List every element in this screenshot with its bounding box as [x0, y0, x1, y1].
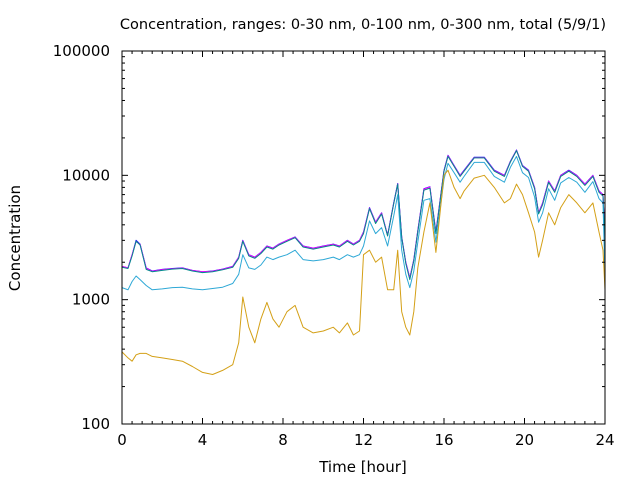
x-tick-label: 0 [117, 431, 127, 449]
x-tick-label: 8 [278, 431, 288, 449]
y-axis-label: Concentration [6, 185, 24, 291]
chart-title: Concentration, ranges: 0-30 nm, 0-100 nm… [120, 17, 606, 33]
x-axis-label: Time [hour] [318, 458, 407, 476]
series-layer [121, 149, 606, 375]
x-tick-label: 12 [354, 431, 373, 449]
y-tick-label: 1000 [72, 291, 110, 309]
axis-ticks: 0 4 8 12 16 20 24 100 1000 10000 100000 [53, 42, 615, 449]
x-tick-label: 16 [434, 431, 453, 449]
series-line-3 [121, 150, 606, 281]
y-tick-label: 100 [81, 415, 110, 433]
series-line-4 [121, 155, 606, 291]
x-tick-label: 20 [515, 431, 534, 449]
y-tick-label: 10000 [62, 166, 110, 184]
x-tick-label: 4 [198, 431, 208, 449]
x-tick-label: 24 [595, 431, 614, 449]
series-line-5 [121, 169, 606, 375]
y-tick-label: 100000 [53, 42, 110, 60]
